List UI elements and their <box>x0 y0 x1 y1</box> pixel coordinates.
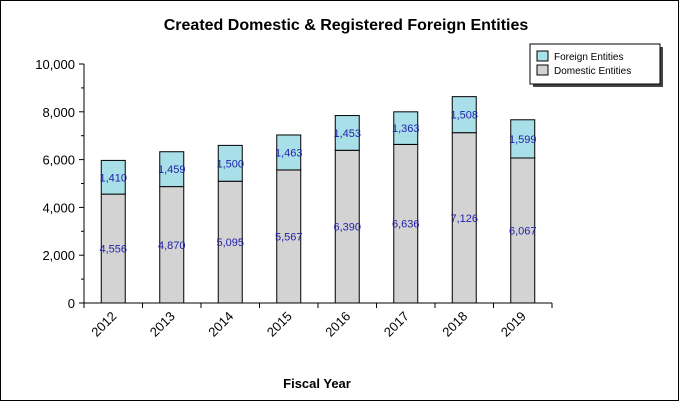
domestic-value-label: 6,636 <box>392 219 420 231</box>
chart-title: Created Domestic & Registered Foreign En… <box>164 17 529 34</box>
legend: Foreign Entities Domestic Entities <box>529 43 663 87</box>
domestic-value-label: 4,556 <box>99 244 127 256</box>
legend-label-domestic: Domestic Entities <box>554 66 631 77</box>
foreign-value-label: 1,410 <box>99 172 127 184</box>
y-tick-label: 10,000 <box>35 57 75 72</box>
y-tick-label: 8,000 <box>42 105 75 120</box>
domestic-bar-2017 <box>393 143 419 304</box>
x-tick-label: 2013 <box>147 309 178 340</box>
x-tick-label: 2015 <box>264 309 295 340</box>
plot-area: 0 2,000 4,000 6,000 8,000 10,000 4,556 1,410 201… <box>35 57 553 340</box>
foreign-bar-2019 <box>510 119 536 159</box>
foreign-bar-2015 <box>276 134 302 171</box>
foreign-bar-2013 <box>159 151 185 188</box>
foreign-value-label: 1,500 <box>216 158 244 170</box>
foreign-bar-2012 <box>100 159 126 195</box>
foreign-bar-2018 <box>451 96 477 134</box>
legend-swatch-domestic <box>536 64 549 76</box>
x-tick-label: 2018 <box>439 309 470 340</box>
legend-swatch-foreign <box>536 50 549 62</box>
foreign-value-label: 1,508 <box>450 110 478 122</box>
domestic-value-label: 4,870 <box>158 240 186 252</box>
x-tick-label: 2014 <box>205 309 236 340</box>
foreign-value-label: 1,599 <box>509 134 537 146</box>
y-tick-label: 2,000 <box>42 248 75 263</box>
foreign-bar-2016 <box>334 115 360 151</box>
y-tick-label: 6,000 <box>42 153 75 168</box>
legend-box <box>529 43 661 85</box>
domestic-bar-2018 <box>451 132 477 304</box>
domestic-bar-2014 <box>217 180 243 304</box>
y-tick-label: 4,000 <box>42 200 75 215</box>
x-tick-label: 2016 <box>322 309 353 340</box>
legend-label-foreign: Foreign Entities <box>554 52 623 63</box>
x-axis-title: Fiscal Year <box>283 376 351 391</box>
domestic-value-label: 7,126 <box>450 213 478 225</box>
domestic-bar-2019 <box>510 157 536 304</box>
foreign-value-label: 1,453 <box>333 128 361 140</box>
x-tick-label: 2019 <box>498 309 529 340</box>
domestic-value-label: 5,095 <box>216 237 244 249</box>
foreign-value-label: 1,459 <box>158 164 186 176</box>
foreign-value-label: 1,463 <box>275 147 303 159</box>
x-tick-label: 2017 <box>381 309 412 340</box>
domestic-value-label: 6,390 <box>333 222 361 234</box>
foreign-bar-2017 <box>393 111 419 145</box>
x-tick-label: 2012 <box>88 309 119 340</box>
domestic-value-label: 6,067 <box>509 225 537 237</box>
domestic-value-label: 5,567 <box>275 231 303 243</box>
y-tick-label: 0 <box>68 296 75 311</box>
foreign-bar-2014 <box>217 144 243 182</box>
foreign-value-label: 1,363 <box>392 123 420 135</box>
